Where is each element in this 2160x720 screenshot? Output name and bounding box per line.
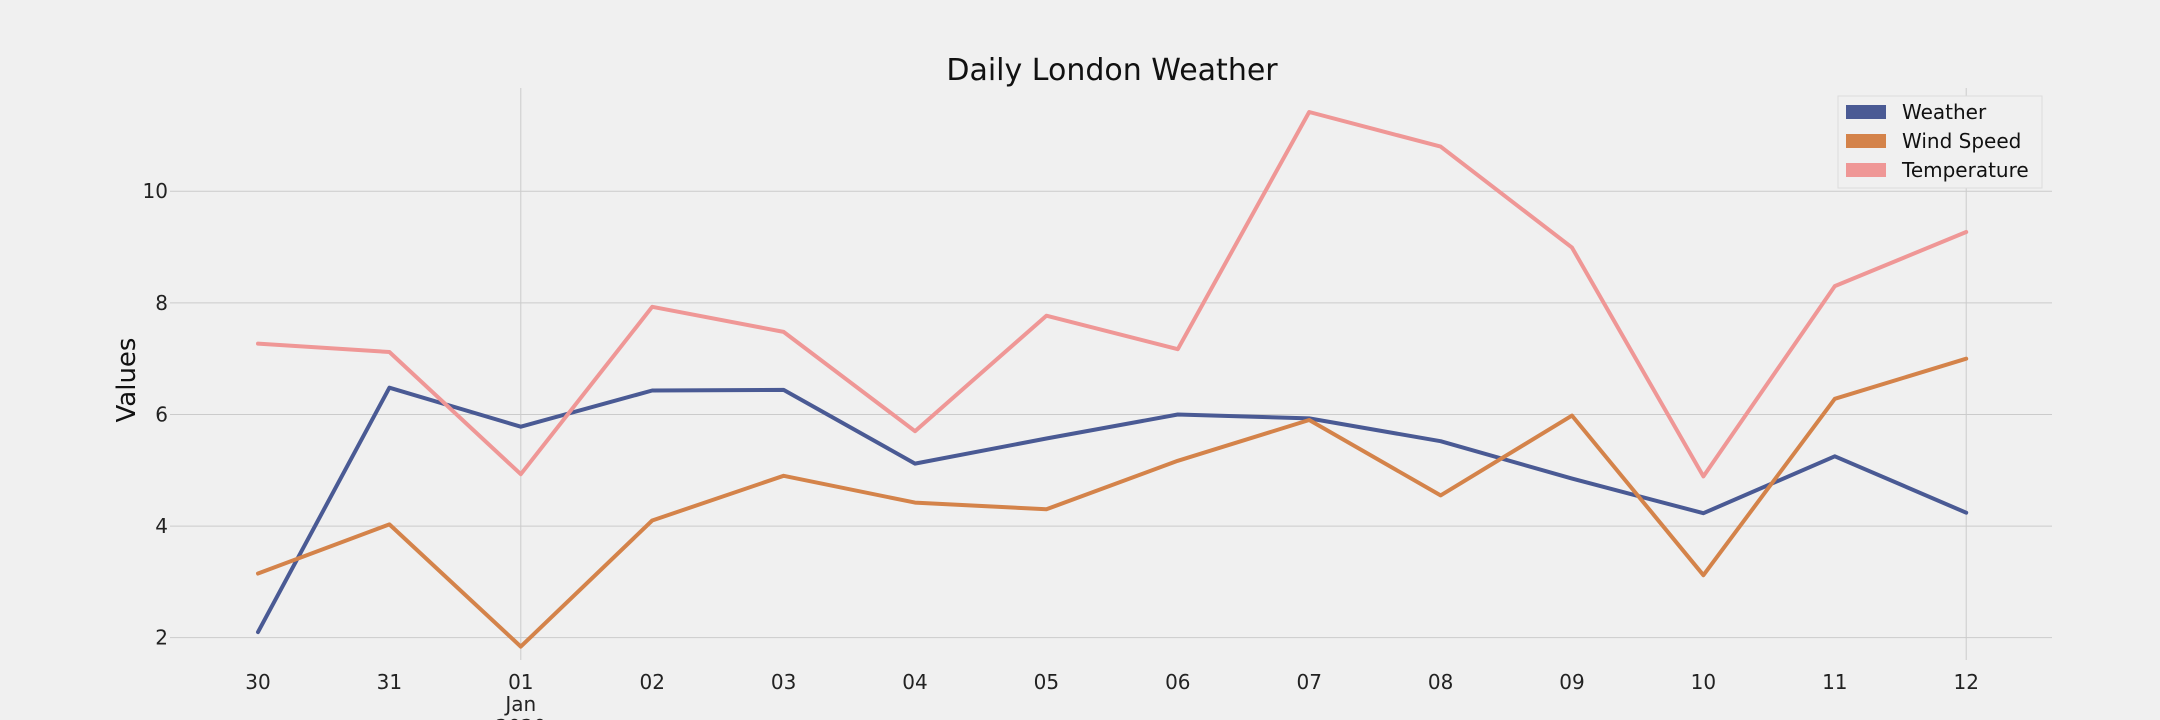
- x-tick-label: 09: [1559, 670, 1584, 694]
- x-tick-sublabel: 2020: [495, 715, 546, 720]
- x-tick-label: 06: [1165, 670, 1190, 694]
- x-tick-label: 08: [1428, 670, 1453, 694]
- y-tick-label: 10: [143, 179, 168, 203]
- legend: Weather Wind Speed Temperature: [1837, 95, 2043, 189]
- series-line-weather: [256, 385, 1969, 635]
- x-tick-label: 30: [245, 670, 270, 694]
- y-tick-labels: 2 4 6 8 10: [143, 179, 168, 649]
- chart-title: Daily London Weather: [946, 53, 1278, 88]
- x-tick-label: 31: [377, 670, 402, 694]
- x-tick-label: 10: [1691, 670, 1716, 694]
- x-tick-label: 07: [1296, 670, 1321, 694]
- series-line-temperature: [256, 110, 1969, 479]
- x-tick-label: 03: [771, 670, 796, 694]
- x-tick-label: 02: [639, 670, 664, 694]
- legend-label: Wind Speed: [1902, 129, 2021, 153]
- legend-swatch: [1846, 134, 1886, 148]
- x-tick-label: 12: [1953, 670, 1978, 694]
- y-tick-label: 8: [155, 291, 168, 315]
- y-axis-label: Values: [112, 338, 142, 423]
- legend-label: Weather: [1902, 100, 1987, 124]
- legend-label: Temperature: [1901, 158, 2029, 182]
- y-tick-label: 4: [155, 514, 168, 538]
- x-tick-label: 05: [1034, 670, 1059, 694]
- legend-swatch: [1846, 163, 1886, 177]
- x-tick-sublabel: Jan: [503, 692, 536, 716]
- x-tick-labels: 30 31 01Jan2020 02 03 04 05 06 07 08 09 10 11 12: [245, 670, 1979, 720]
- y-tick-label: 6: [155, 402, 168, 426]
- series-lines: [256, 110, 1969, 649]
- x-tick-label: 01: [508, 670, 533, 694]
- series-line-wind-speed: [256, 356, 1969, 649]
- y-tick-label: 2: [155, 626, 168, 650]
- legend-swatch: [1846, 105, 1886, 119]
- x-tick-label: 04: [902, 670, 927, 694]
- x-tick-label: 11: [1822, 670, 1847, 694]
